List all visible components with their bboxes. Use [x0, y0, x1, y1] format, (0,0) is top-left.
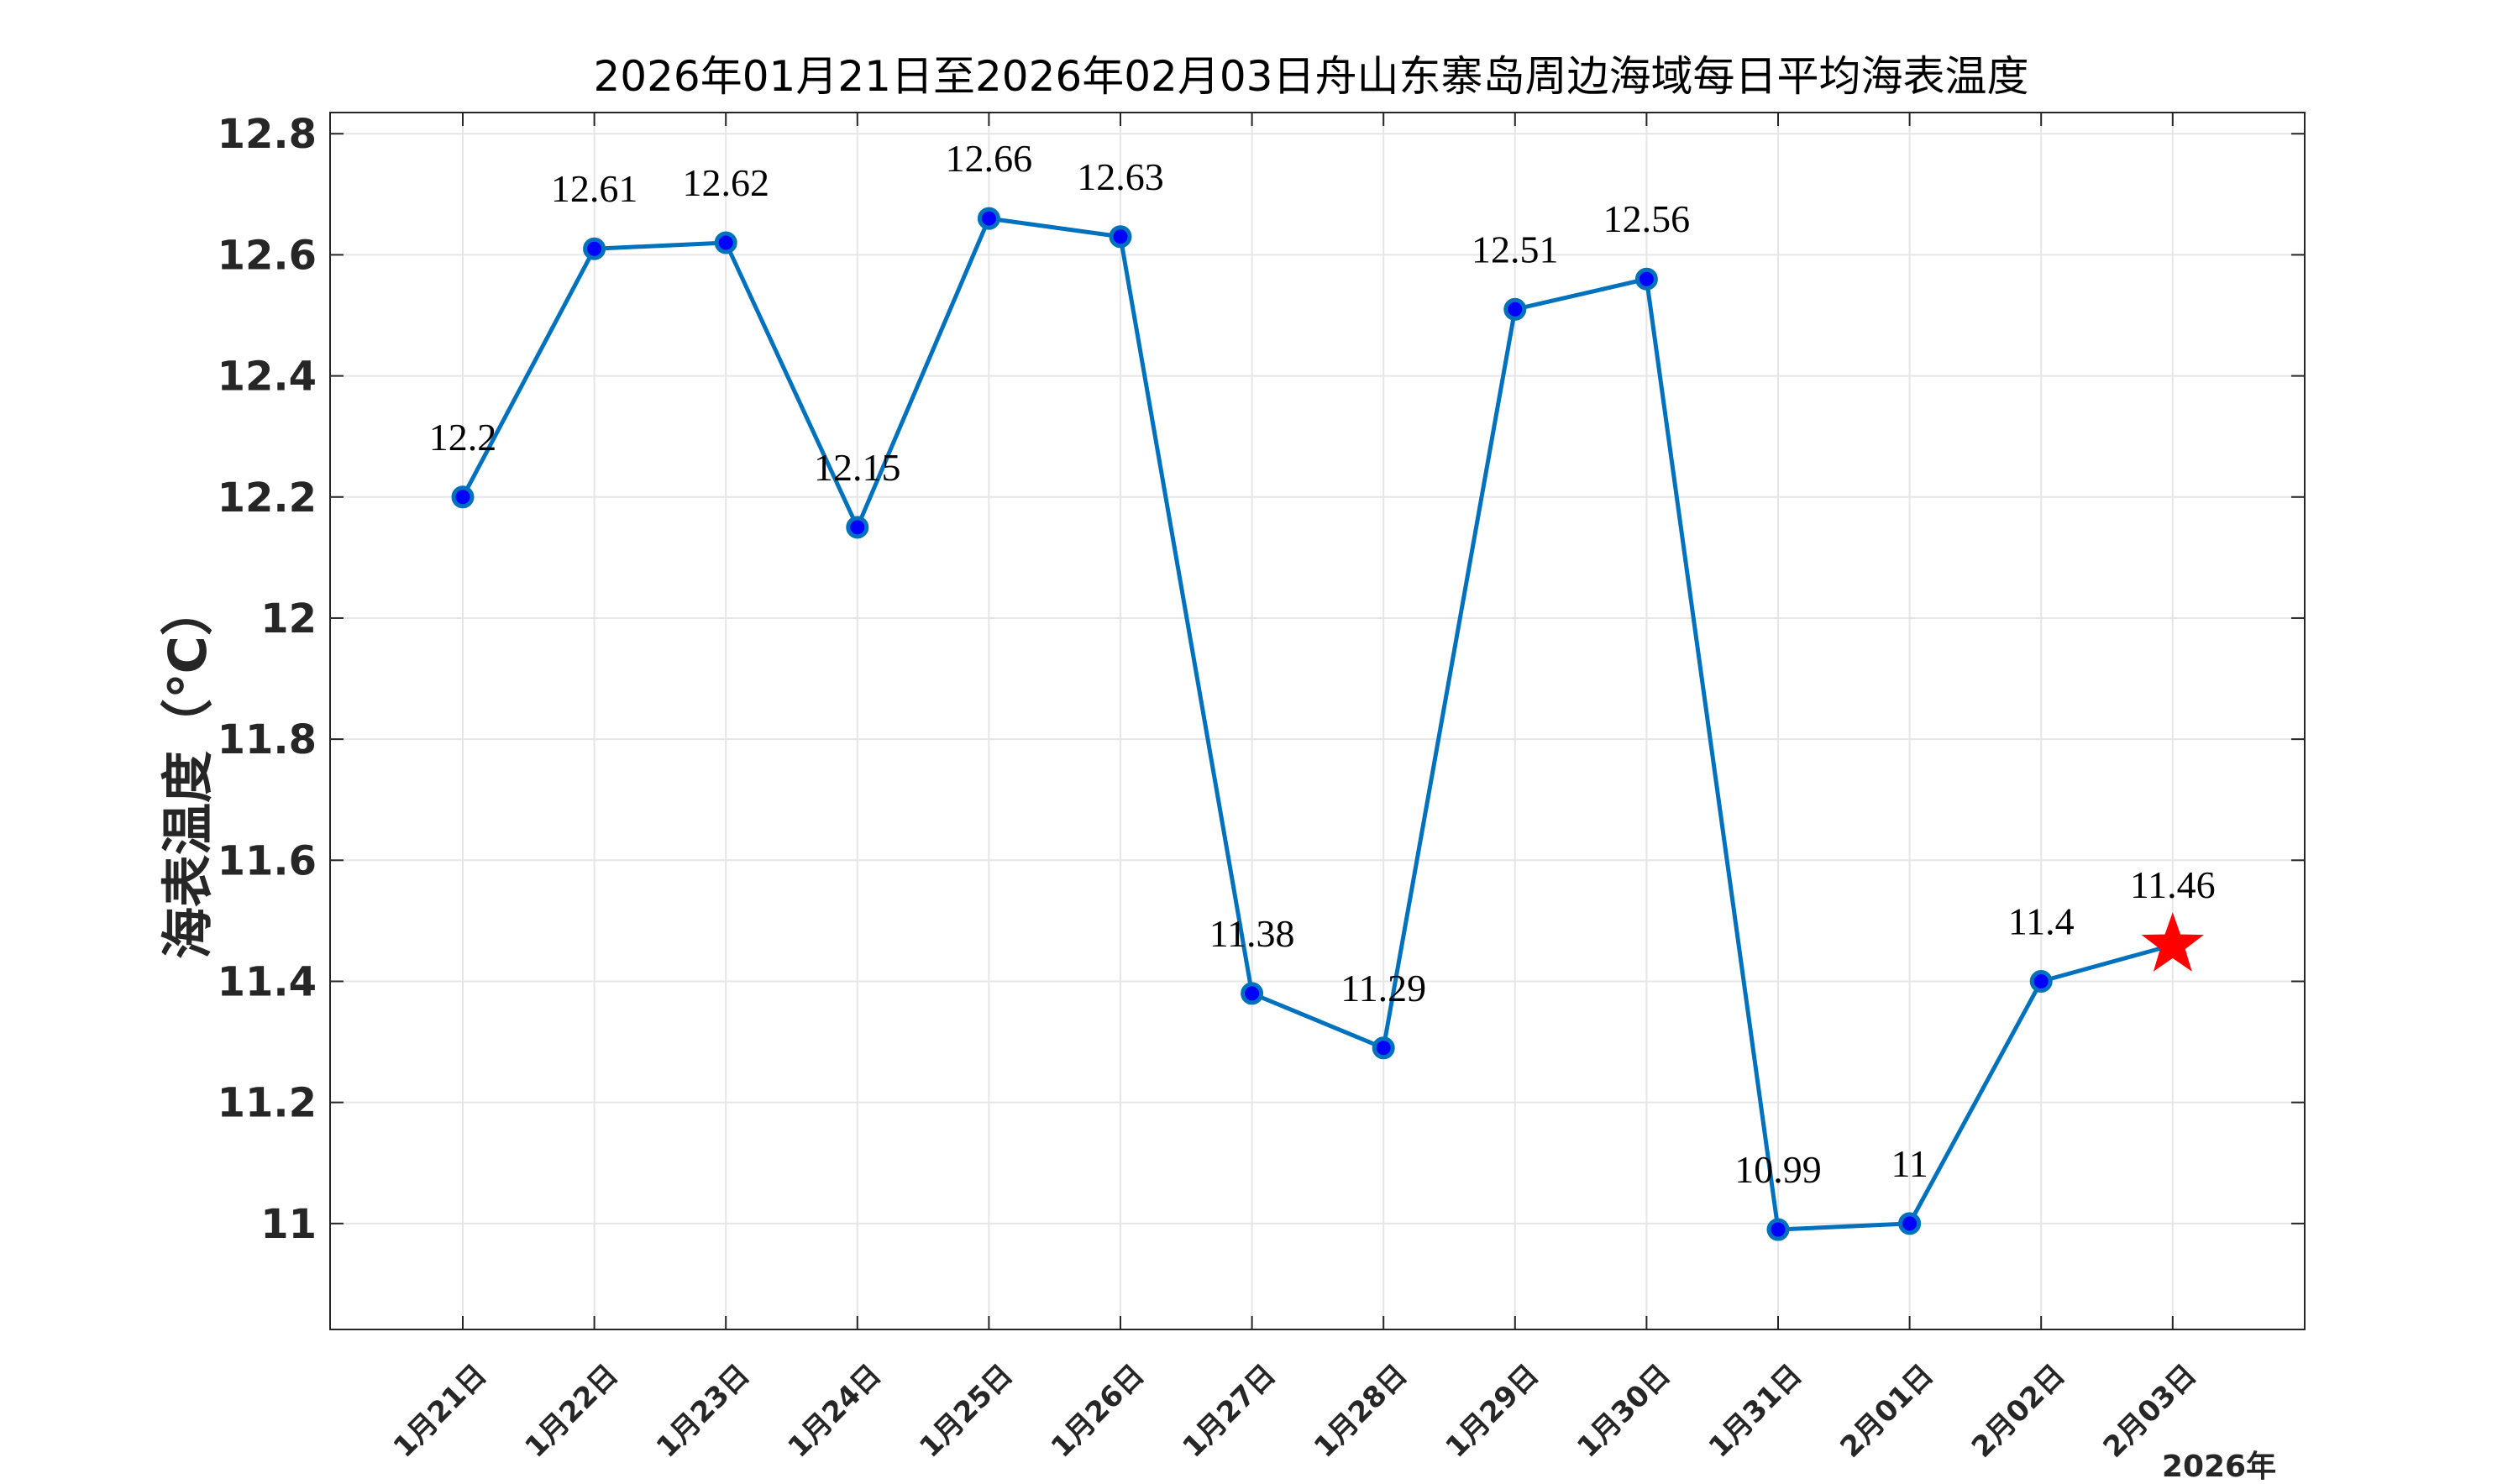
data-label: 10.99	[1734, 1148, 1822, 1191]
x-tick-label: 1月22日	[518, 1358, 625, 1465]
data-point-marker	[714, 231, 737, 254]
x-axis-ticks: 1月21日 1月22日 1月23日 1月24日 1月25日 1月26日 1月27日 1月28日…	[387, 113, 2203, 1465]
y-tick-label: 12.2	[218, 475, 317, 522]
x-tick-label: 1月24日	[782, 1358, 889, 1465]
x-tick-label: 1月27日	[1176, 1358, 1283, 1465]
data-point-marker	[1634, 267, 1658, 291]
x-tick-label: 2月01日	[1834, 1358, 1940, 1465]
data-label: 12.62	[682, 161, 769, 204]
data-labels: 12.2 12.61 12.62 12.15 12.66 12.63 11.38 11.29 1…	[429, 137, 2216, 1191]
x-tick-label: 1月25日	[913, 1358, 1020, 1465]
y-tick-label: 11.8	[218, 716, 317, 763]
y-tick-label: 11.6	[218, 837, 317, 884]
x-tick-label: 1月26日	[1045, 1358, 1152, 1465]
x-tick-label: 2月03日	[2097, 1358, 2204, 1465]
data-label: 11.38	[1209, 912, 1295, 955]
data-point-marker	[1109, 225, 1132, 249]
data-point-marker	[1372, 1036, 1395, 1060]
latest-point-star-marker	[2141, 912, 2204, 972]
data-point-marker	[451, 485, 475, 509]
data-point-marker	[977, 207, 1000, 230]
data-label: 11.46	[2130, 863, 2216, 906]
y-tick-label: 11.2	[218, 1080, 317, 1127]
y-tick-label: 11.4	[218, 958, 317, 1005]
data-label: 11.4	[2008, 899, 2075, 942]
y-axis-label: 海表温度（℃）	[157, 584, 218, 959]
x-tick-label: 1月31日	[1702, 1358, 1809, 1465]
x-tick-label: 1月21日	[387, 1358, 494, 1465]
data-label: 12.63	[1077, 155, 1164, 198]
data-label: 12.61	[551, 167, 638, 210]
data-point-marker	[1766, 1218, 1790, 1241]
data-label: 12.15	[814, 446, 901, 489]
chart-title: 2026年01月21日至2026年02月03日舟山东寨岛周边海域每日平均海表温度	[594, 52, 2029, 101]
temperature-series	[451, 207, 2204, 1241]
y-tick-label: 11	[260, 1201, 317, 1248]
data-label: 11.29	[1340, 967, 1426, 1009]
data-label: 11	[1891, 1142, 1928, 1185]
data-label: 12.2	[429, 416, 497, 459]
data-point-marker	[1898, 1212, 1922, 1235]
x-tick-label: 1月23日	[650, 1358, 757, 1465]
x-tick-label: 1月28日	[1308, 1358, 1414, 1465]
data-point-marker	[846, 516, 869, 539]
x-tick-label: 2月02日	[1965, 1358, 2072, 1465]
data-label: 12.51	[1472, 228, 1559, 270]
data-point-marker	[1241, 982, 1264, 1005]
series-line	[460, 216, 2174, 1232]
data-point-marker	[2029, 969, 2053, 993]
y-tick-label: 12.4	[218, 354, 317, 401]
y-axis-ticks: 11 11.2 11.4 11.6 11.8 12 12.2 12.4 12.6 12.8	[218, 111, 2305, 1248]
plot-area-frame	[329, 112, 2306, 1330]
x-tick-label: 1月29日	[1440, 1358, 1546, 1465]
data-point-marker	[1503, 297, 1527, 321]
data-label: 12.56	[1603, 197, 1691, 240]
y-tick-label: 12.8	[218, 111, 317, 158]
x-tick-label: 1月30日	[1571, 1358, 1677, 1465]
y-tick-label: 12	[260, 595, 317, 642]
y-tick-label: 12.6	[218, 232, 317, 279]
x-axis-year-label: 2026年	[2162, 1450, 2276, 1484]
data-label: 12.66	[946, 137, 1033, 180]
grid-lines	[330, 113, 2305, 1329]
data-point-marker	[583, 237, 606, 260]
